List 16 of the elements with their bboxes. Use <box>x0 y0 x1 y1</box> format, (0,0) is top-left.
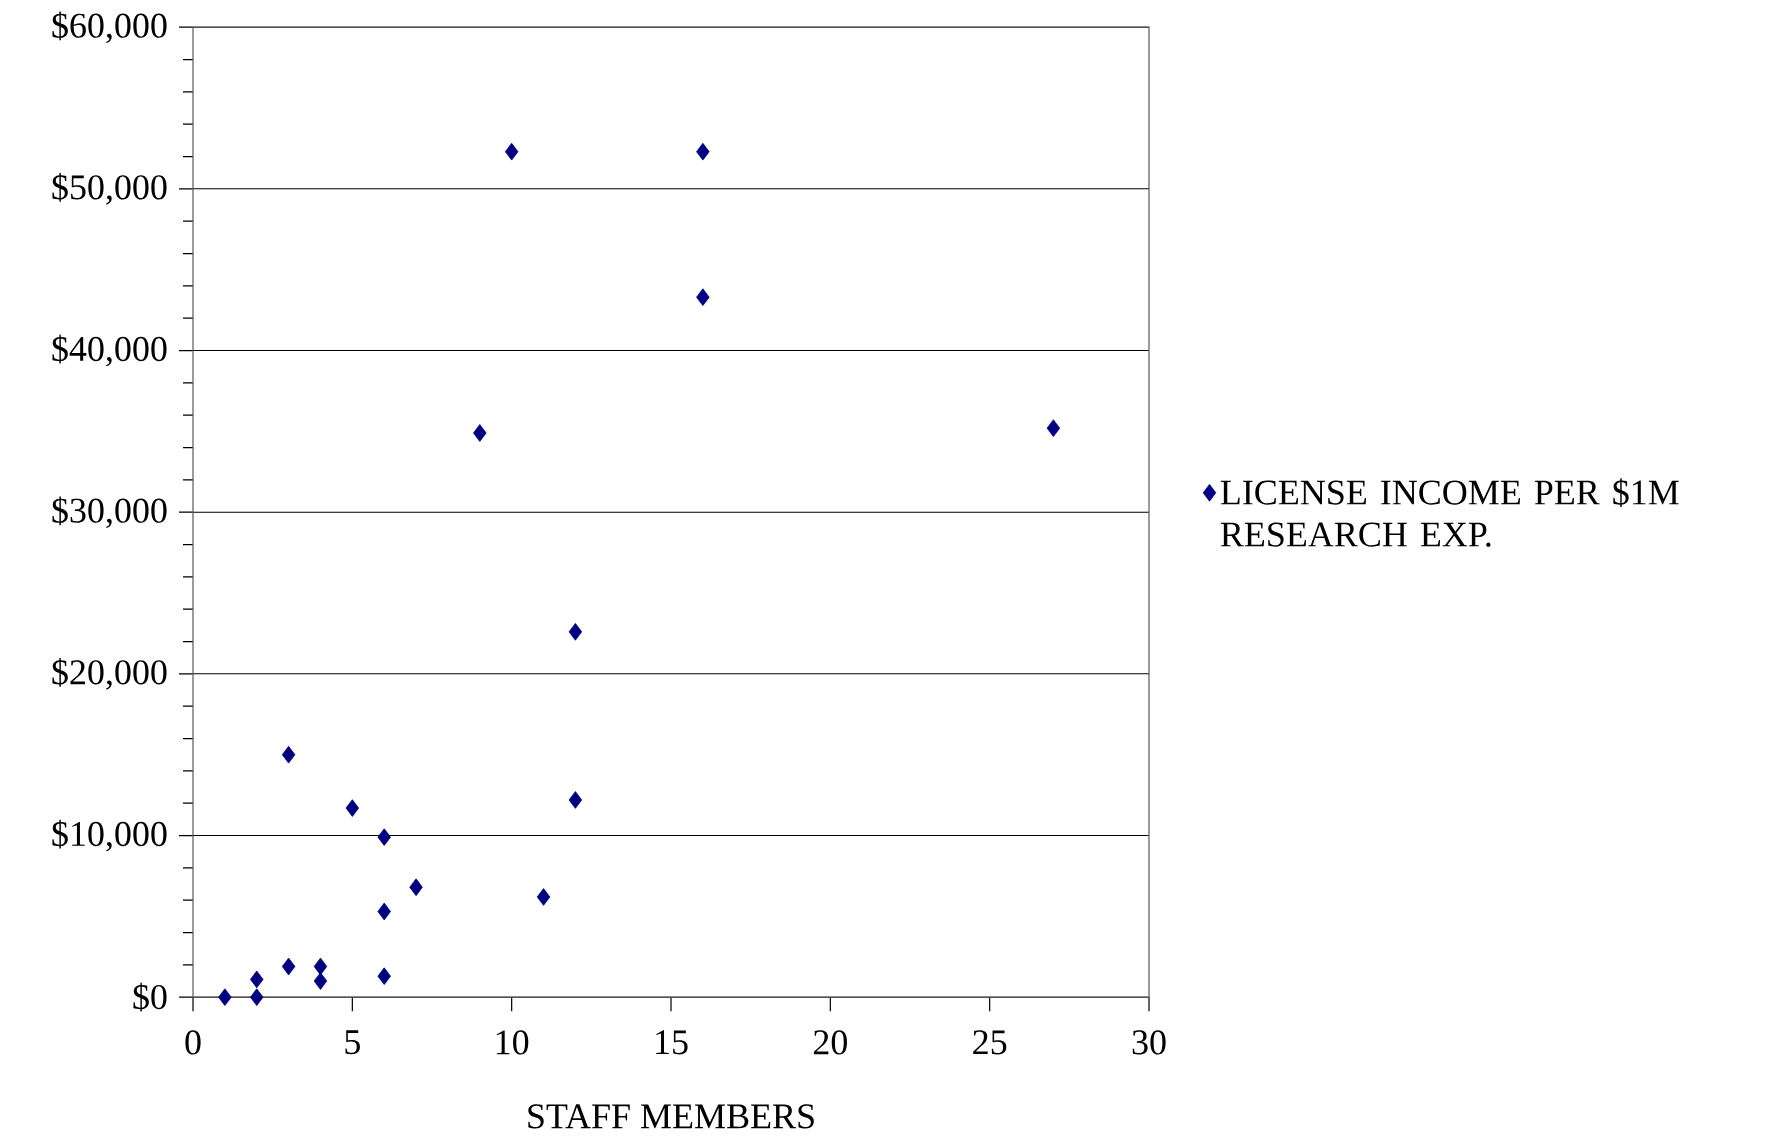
x-tick-label: 10 <box>496 1030 529 1055</box>
x-axis-title: STAFF MEMBERS <box>528 1104 814 1129</box>
y-tick-label: $20,000 <box>52 658 167 690</box>
legend-label: LICENSE INCOME PER $1M RESEARCH EXP. <box>1220 478 1679 547</box>
x-tick-label: 0 <box>185 1030 201 1055</box>
x-tick-label: 15 <box>656 1030 688 1055</box>
y-tick-label: $60,000 <box>52 11 167 44</box>
y-tick-label: $40,000 <box>52 334 167 367</box>
x-tick-label: 20 <box>813 1030 847 1055</box>
y-tick-label: $30,000 <box>52 496 167 529</box>
x-tick-label: 25 <box>973 1030 1007 1055</box>
y-tick-label: $0 <box>133 982 167 1012</box>
x-tick-label: 30 <box>1132 1030 1166 1055</box>
x-tick-label: 5 <box>345 1030 360 1055</box>
y-tick-label: $50,000 <box>52 173 167 205</box>
y-tick-label: $10,000 <box>52 819 167 852</box>
